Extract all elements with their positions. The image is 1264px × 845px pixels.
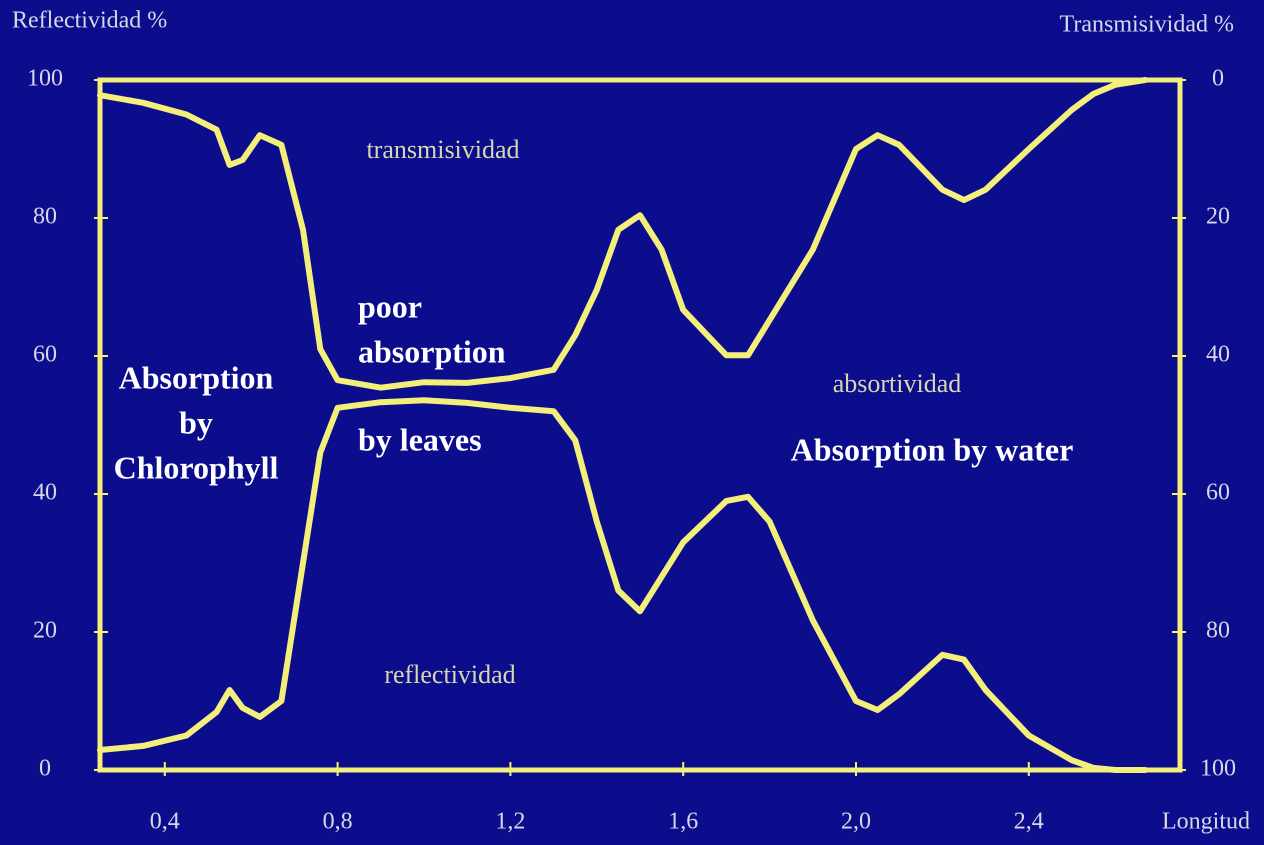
annotation: Absorption xyxy=(119,359,274,395)
x-axis-label: Longitud xyxy=(1162,809,1250,835)
data-line xyxy=(97,77,1149,391)
y2-tick-label: 100 xyxy=(1200,756,1236,782)
x-tick-label: 2,4 xyxy=(1014,809,1044,835)
x-tick-label: 1,6 xyxy=(668,809,698,835)
y2-tick-label: 60 xyxy=(1206,480,1230,506)
y-tick-label: 20 xyxy=(33,618,57,644)
x-tick-label: 2,0 xyxy=(841,809,871,835)
series-label: transmisividad xyxy=(366,135,519,164)
y2-tick-label: 20 xyxy=(1206,204,1230,230)
y2-tick-label: 80 xyxy=(1206,618,1230,644)
y-tick-label: 40 xyxy=(33,480,57,506)
x-tick-label: 0,4 xyxy=(150,809,180,835)
y-tick-label: 100 xyxy=(27,66,63,92)
y-tick-label: 80 xyxy=(33,204,57,230)
annotation: by leaves xyxy=(358,421,482,457)
y-axis-label: Reflectividad % xyxy=(12,8,167,34)
y2-tick-label: 40 xyxy=(1206,342,1230,368)
annotation: Chlorophyll xyxy=(114,449,279,485)
y-tick-label: 0 xyxy=(39,756,51,782)
series-label: reflectividad xyxy=(384,660,515,689)
y-tick-label: 60 xyxy=(33,342,57,368)
y2-tick-label: 0 xyxy=(1212,66,1224,92)
annotation: absorption xyxy=(358,333,506,369)
x-tick-label: 1,2 xyxy=(495,809,525,835)
annotation: absortividad xyxy=(833,369,962,398)
data-line xyxy=(97,397,1149,773)
plot-frame xyxy=(97,77,1183,773)
annotation: by xyxy=(179,404,213,440)
y2-axis-label: Transmisividad % xyxy=(1060,12,1234,38)
annotation: Absorption by water xyxy=(791,431,1074,467)
annotation: poor xyxy=(358,288,422,324)
x-tick-label: 0,8 xyxy=(323,809,353,835)
